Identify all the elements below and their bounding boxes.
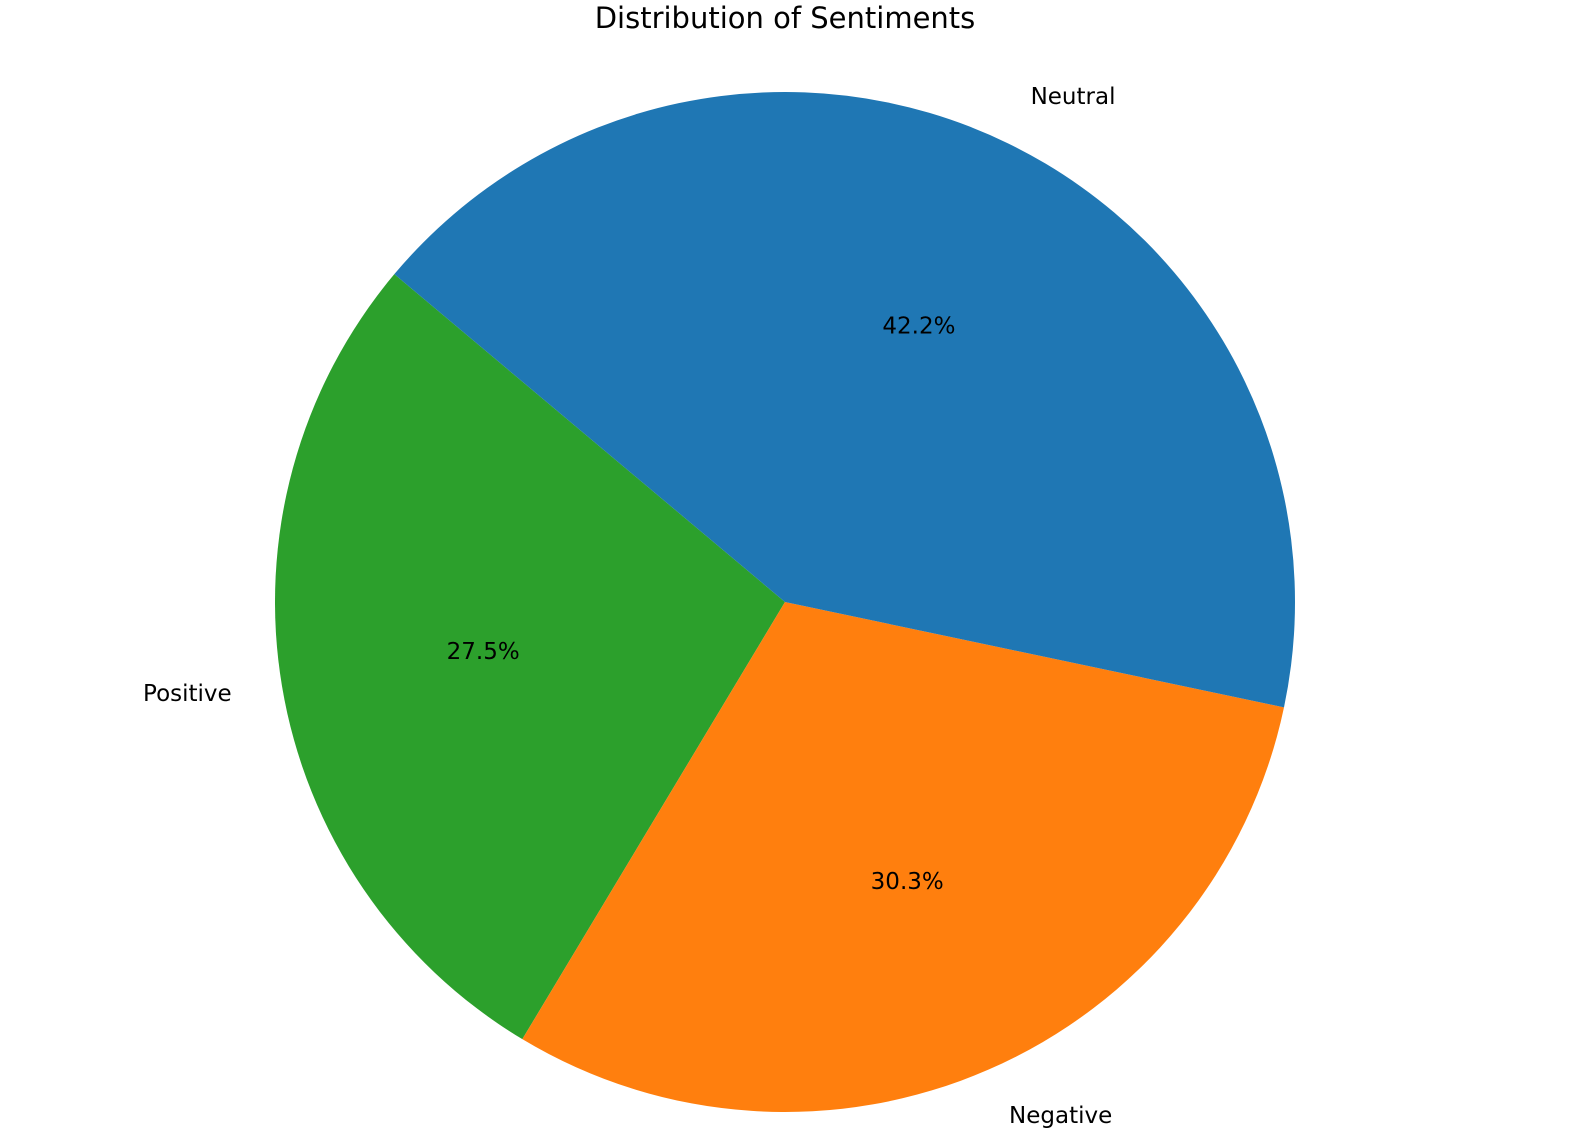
pie-slice-positive bbox=[274, 274, 785, 1040]
pie-slice-neutral bbox=[394, 91, 1295, 708]
pie-labels: Positive 27.5% Negative 30.3% Neutral 42.2% bbox=[143, 84, 1115, 1129]
slice-label-positive: Positive bbox=[143, 681, 232, 707]
slice-label-negative: Negative bbox=[1009, 1103, 1112, 1129]
chart-title: Distribution of Sentiments bbox=[595, 1, 976, 35]
pie-slice-negative bbox=[522, 602, 1285, 1113]
slice-percent-neutral: 42.2% bbox=[882, 313, 955, 339]
slice-percent-negative: 30.3% bbox=[871, 869, 944, 895]
pie-slices bbox=[274, 91, 1295, 1113]
slice-label-neutral: Neutral bbox=[1031, 84, 1116, 110]
slice-percent-positive: 27.5% bbox=[447, 639, 520, 665]
